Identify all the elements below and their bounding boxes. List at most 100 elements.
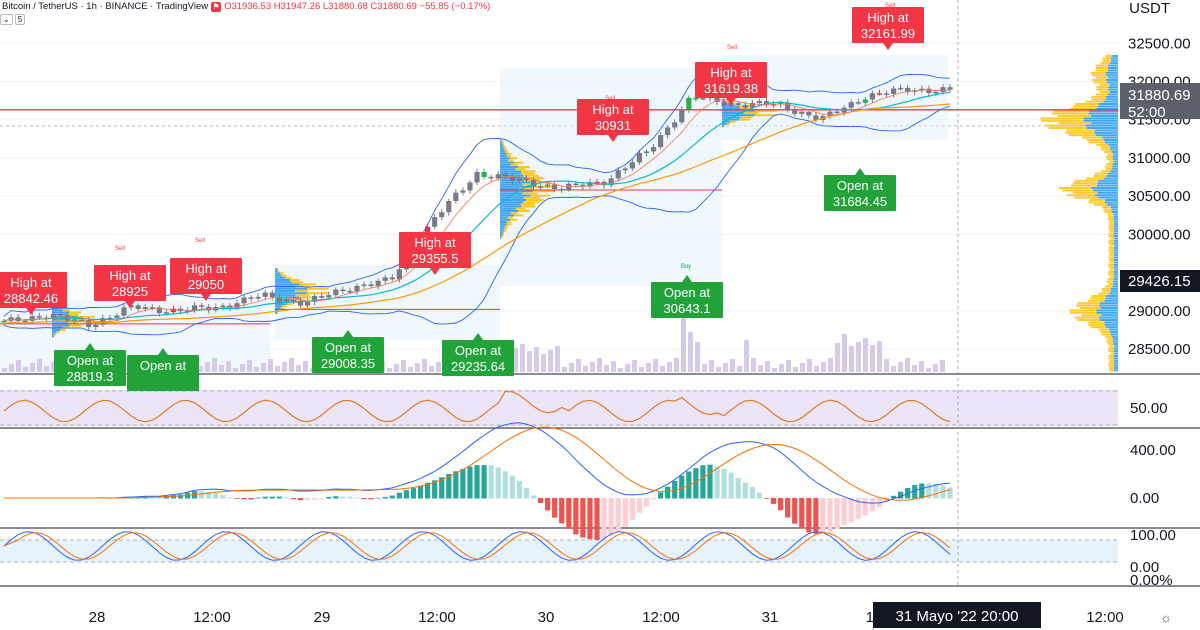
session-volume-profile [510,218,518,221]
volume-profile-bar [1088,323,1105,326]
volume-profile-bar [1093,203,1108,206]
indicator-toggle-row[interactable]: ⌄ 5 [0,13,27,25]
volume-bar [569,363,574,372]
settings-gear-icon[interactable]: ☼ [1160,610,1172,625]
session-volume-profile [500,170,522,173]
macd-histogram-bar [474,465,480,499]
volume-profile-bar [1109,328,1118,331]
volume-profile-bar [1083,119,1118,122]
volume-bar [226,361,231,372]
volume-profile-bar [1108,256,1114,259]
volume-profile-bar [1109,223,1115,225]
volume-profile-bar [1100,307,1118,309]
volume-profile-bar [1113,347,1118,350]
session-volume-profile [281,305,287,308]
macd-histogram-bar [785,498,791,518]
macd-histogram-bar [283,497,289,499]
volume-profile-bar [1106,280,1113,283]
volume-profile-bar [1091,79,1107,81]
volume-profile-bar [1114,160,1118,163]
session-volume-profile [510,157,518,160]
volume-profile-bar [1108,232,1114,235]
flag-icon[interactable]: ⚑ [211,1,222,12]
macd-histogram-bar [220,495,226,499]
volume-profile-bar [1107,64,1118,67]
session-volume-profile [514,214,524,217]
macd-histogram-bar [770,498,777,504]
volume-profile-bar [1091,295,1107,297]
candle-body [714,96,720,102]
candle-body [199,305,205,307]
time-tick: 29 [314,609,331,626]
volume-bar [436,362,441,372]
volume-profile-bar [1108,215,1114,218]
session-volume-profile [56,331,60,334]
annotation-label-box [442,340,514,376]
volume-bar [870,345,875,372]
symbol-header[interactable]: Bitcoin / TetherUS · 1h · BINANCE · Trad… [0,0,490,13]
volume-profile-bar [1048,127,1087,129]
volume-bar [9,364,14,372]
macd-histogram-bar [199,491,205,499]
symbol-title[interactable]: Bitcoin / TetherUS · 1h · BINANCE · Trad… [2,1,209,12]
volume-profile-bar [1099,319,1118,321]
volume-profile-bar [1105,55,1113,57]
volume-profile-bar [1107,69,1118,72]
volume-profile-bar [1106,158,1113,161]
macd-histogram-bar [340,496,346,499]
time-tick: 12:00 [642,609,680,626]
volume-profile-bar [1108,225,1114,228]
session-volume-profile [500,234,503,237]
session-volume-profile [500,223,507,226]
session-volume-profile [506,155,511,157]
annotation-value: 28842.46 [4,291,58,306]
session-volume-profile [503,229,506,232]
volume-profile-bar [1113,259,1118,261]
candle-body [234,303,240,308]
volume-bar [583,366,588,372]
volume-profile-bar [1105,285,1113,288]
session-volume-profile [500,174,524,177]
macd-histogram-bar [276,496,282,499]
session-volume-profile [506,223,512,226]
macd-histogram-bar [319,498,325,500]
volume-profile-bar [1095,76,1109,79]
session-volume-profile [275,301,290,303]
volume-profile-bar [1108,93,1118,96]
volume-profile-bar [1106,295,1118,297]
macd-histogram-bar [679,475,685,499]
session-volume-profile [280,307,284,310]
current-price-tag [1120,83,1200,119]
volume-profile-bar [1107,343,1114,345]
macd-histogram-bar [488,465,494,499]
candle-body [594,181,600,184]
volume-profile-bar [1058,122,1092,125]
volume-profile-bar [1095,93,1109,96]
volume-profile-bar [1095,67,1109,69]
volume-profile-bar [1113,362,1118,365]
annotation-pointer [343,330,353,337]
volume-profile-bar [1080,307,1101,309]
volume-profile-bar [1083,117,1118,120]
session-volume-profile [520,172,535,175]
candle-body [439,212,445,218]
volume-bar [520,344,525,372]
macd-histogram-bar [778,498,784,511]
interval-badge[interactable]: 5 [14,13,26,25]
annotation-value: 31619.38 [704,81,758,96]
candle-body [770,104,777,106]
session-volume-profile [501,236,503,239]
volume-profile-bar [1108,355,1114,357]
volume-bar [884,359,889,372]
macd-histogram-bar [530,495,537,499]
collapse-icon[interactable]: ⌄ [0,13,13,25]
candle-body [792,109,798,114]
candle-body [587,182,593,187]
volume-profile-bar [1109,254,1115,257]
volume-profile-bar [1107,81,1118,84]
session-volume-profile [504,225,509,228]
candle-body [488,176,494,179]
volume-profile-bar [1108,362,1114,365]
volume-bar [730,359,735,372]
